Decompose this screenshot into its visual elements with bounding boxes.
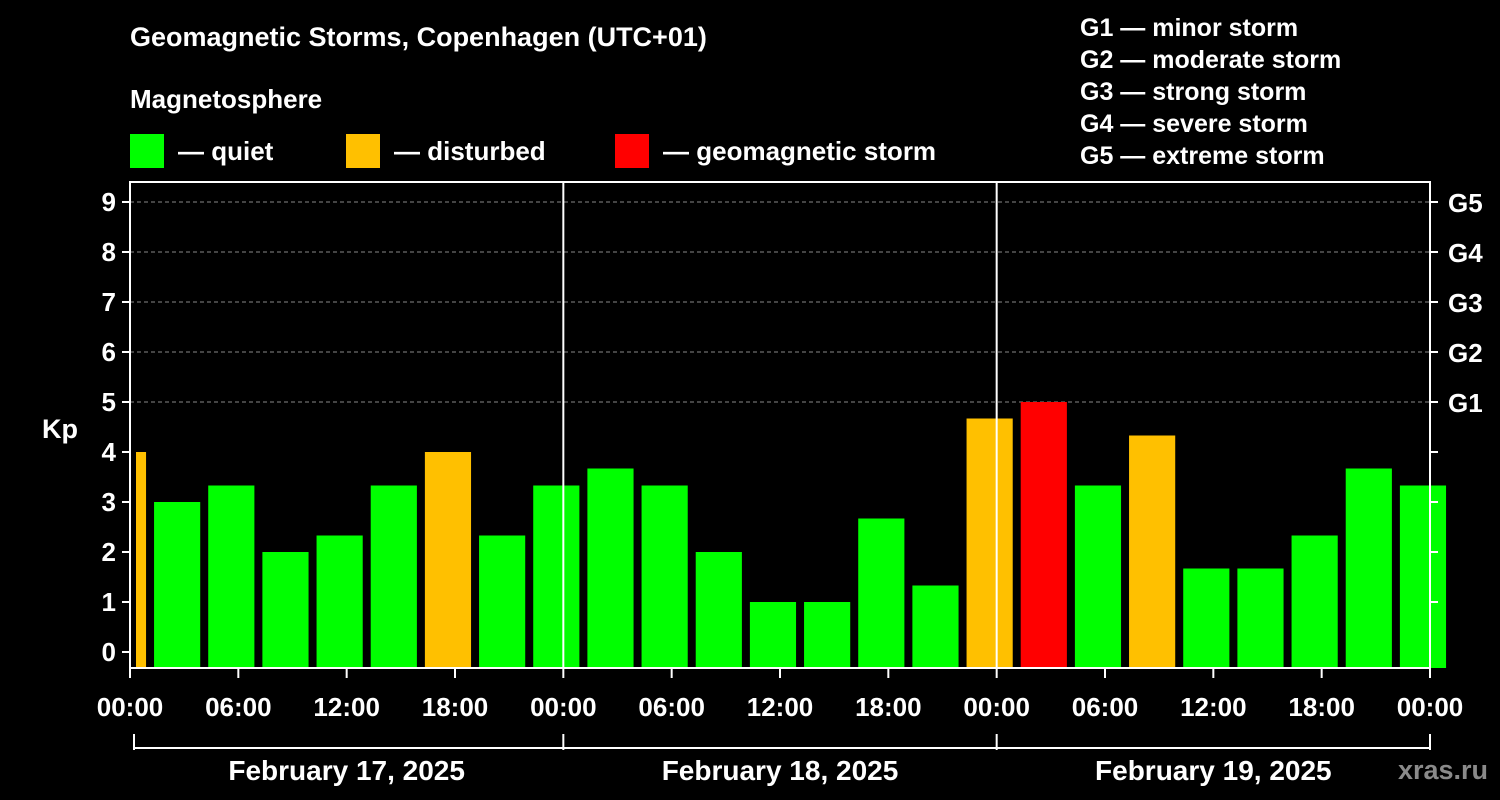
kp-bar <box>208 485 255 668</box>
legend-heading: Magnetosphere <box>130 84 323 114</box>
kp-bar <box>695 552 742 668</box>
kp-bar <box>1129 435 1176 668</box>
kp-bar <box>262 552 309 668</box>
y-tick-label: 3 <box>102 487 116 517</box>
kp-bar <box>424 452 472 668</box>
kp-bar <box>1183 568 1230 668</box>
kp-bar <box>479 535 526 668</box>
kp-bar <box>1399 485 1447 668</box>
y-tick-label: 6 <box>102 337 116 367</box>
x-tick-label: 18:00 <box>1288 692 1355 722</box>
x-tick-label: 00:00 <box>963 692 1030 722</box>
storm-level-label: G5 <box>1448 188 1483 218</box>
y-tick-label: 4 <box>102 437 117 467</box>
x-tick-label: 18:00 <box>422 692 489 722</box>
scale-g1: G1 — minor storm <box>1080 14 1299 42</box>
kp-bar <box>1237 568 1284 668</box>
x-tick-label: 12:00 <box>1180 692 1247 722</box>
scale-g5: G5 — extreme storm <box>1080 142 1325 170</box>
storm-level-label: G3 <box>1448 288 1483 318</box>
y-tick-label: 0 <box>102 637 116 667</box>
x-tick-label: 18:00 <box>855 692 922 722</box>
legend-swatch-disturbed <box>346 134 380 168</box>
y-tick-label: 5 <box>102 387 116 417</box>
watermark: xras.ru <box>1397 755 1488 785</box>
x-tick-label: 06:00 <box>638 692 705 722</box>
kp-bar <box>1074 485 1122 668</box>
kp-bar <box>1020 402 1067 668</box>
legend-swatch-quiet <box>130 134 164 168</box>
y-tick-label: 9 <box>102 187 116 217</box>
kp-bar <box>804 602 851 668</box>
legend-label-quiet: — quiet <box>178 135 274 166</box>
legend-label-storm: — geomagnetic storm <box>663 135 937 166</box>
kp-bar <box>1345 468 1392 668</box>
kp-bar <box>533 485 580 668</box>
x-tick-label: 00:00 <box>530 692 597 722</box>
kp-bar <box>749 602 797 668</box>
y-tick-label: 1 <box>102 587 116 617</box>
x-tick-label: 06:00 <box>205 692 272 722</box>
kp-bar <box>966 418 1013 668</box>
y-tick-label: 7 <box>102 287 116 317</box>
y-tick-label: 8 <box>102 237 116 267</box>
legend-quiet: — quiet <box>130 134 273 168</box>
scale-g3: G3 — strong storm <box>1080 78 1307 106</box>
kp-bar <box>1291 535 1338 668</box>
y-axis-label: Kp <box>42 414 78 444</box>
kp-bar <box>587 468 634 668</box>
kp-bar <box>858 518 905 668</box>
kp-bar <box>316 535 363 668</box>
storm-level-label: G1 <box>1448 388 1483 418</box>
x-tick-label: 00:00 <box>97 692 164 722</box>
kp-bar <box>370 485 417 668</box>
storm-scale-legend: G1 — minor storm G2 — moderate storm G3 … <box>1080 12 1341 172</box>
storm-level-label: G4 <box>1448 238 1483 268</box>
day-label: February 19, 2025 <box>1095 755 1332 786</box>
kp-bar <box>136 452 147 668</box>
y-tick-label: 2 <box>102 537 116 567</box>
storm-level-label: G2 <box>1448 338 1483 368</box>
legend-label-disturbed: — disturbed <box>394 135 546 166</box>
kp-bar <box>154 502 201 668</box>
x-tick-label: 12:00 <box>747 692 814 722</box>
chart-title: Geomagnetic Storms, Copenhagen (UTC+01) <box>130 22 707 52</box>
legend-storm: — geomagnetic storm <box>615 134 936 168</box>
kp-bar <box>641 485 688 668</box>
legend-swatch-storm <box>615 134 649 168</box>
x-tick-label: 00:00 <box>1397 692 1464 722</box>
x-tick-label: 12:00 <box>313 692 380 722</box>
legend-disturbed: — disturbed <box>346 134 546 168</box>
scale-g2: G2 — moderate storm <box>1080 46 1342 74</box>
day-label: February 18, 2025 <box>662 755 899 786</box>
scale-g4: G4 — severe storm <box>1080 110 1308 138</box>
kp-bar <box>912 585 959 668</box>
x-tick-label: 06:00 <box>1072 692 1139 722</box>
day-label: February 17, 2025 <box>228 755 465 786</box>
